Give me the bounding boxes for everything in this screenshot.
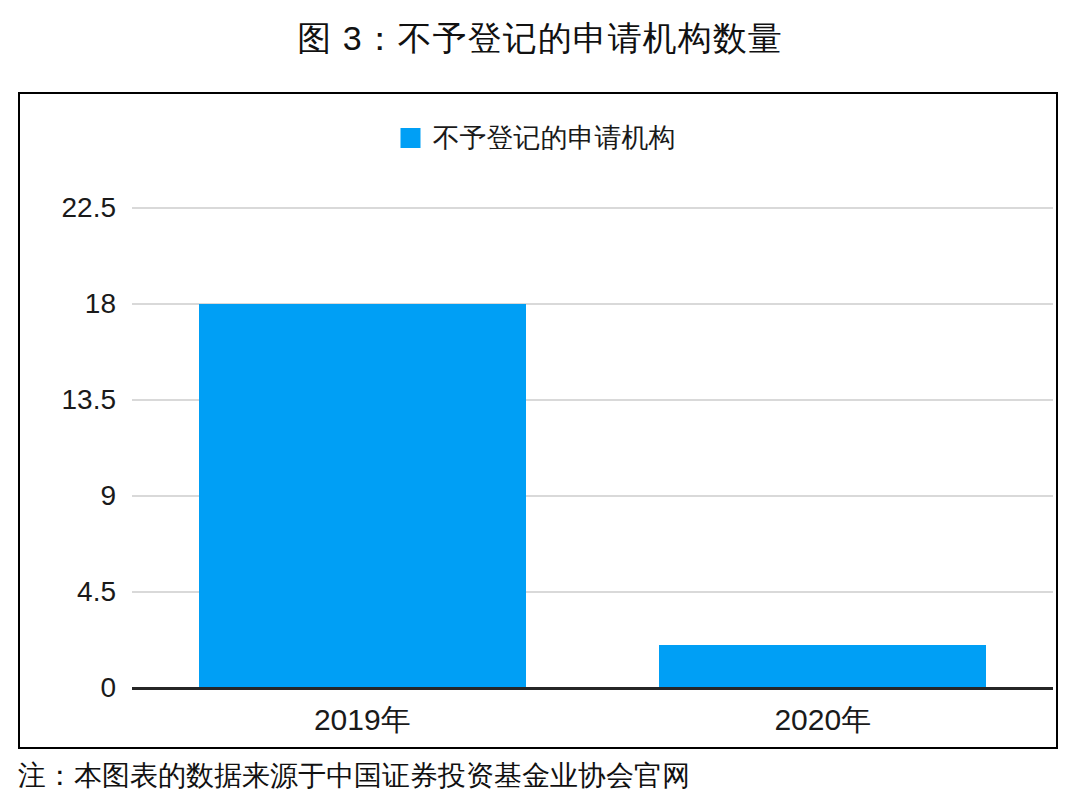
y-axis-tick-label: 18: [20, 287, 116, 321]
y-axis-tick-label: 0: [20, 671, 116, 705]
y-axis-tick-label: 9: [20, 479, 116, 513]
legend-swatch-icon: [401, 128, 421, 148]
chart-legend: 不予登记的申请机构: [401, 120, 676, 156]
gridline: [132, 207, 1053, 209]
chart-title: 图 3：不予登记的申请机构数量: [0, 16, 1080, 62]
y-axis-tick-label: 13.5: [20, 383, 116, 417]
data-source-note: 注：本图表的数据来源于中国证券投资基金业协会官网: [18, 757, 690, 795]
chart-frame: 不予登记的申请机构 0 4.5 9 13.5 18 22.5 2019年 2020年: [18, 92, 1058, 749]
bar-2019年: [199, 304, 526, 688]
x-axis-tick-label: 2020年: [703, 702, 943, 738]
x-axis-tick-label: 2019年: [242, 702, 482, 738]
x-axis-line: [132, 687, 1053, 690]
y-axis-tick-label: 4.5: [20, 575, 116, 609]
y-axis-tick-label: 22.5: [20, 191, 116, 225]
legend-series-label: 不予登记的申请机构: [433, 120, 676, 156]
bar-2020年: [659, 645, 986, 688]
